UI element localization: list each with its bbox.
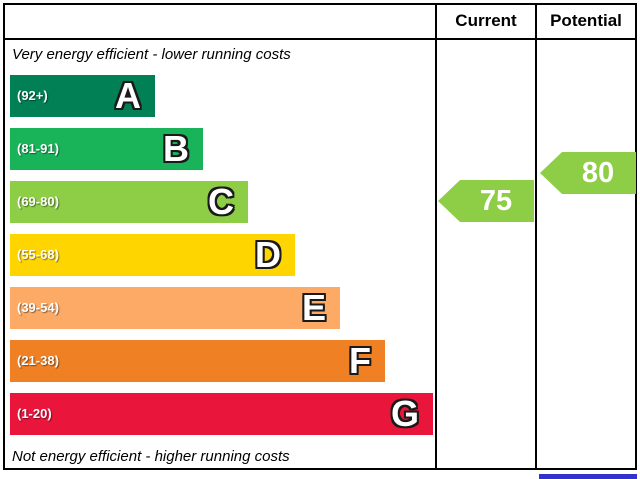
band-row: (1-20) G xyxy=(5,387,435,440)
band-row: (92+) A xyxy=(5,69,435,122)
header-current: Current xyxy=(435,5,535,40)
band-row: (81-91) B xyxy=(5,122,435,175)
band-range: (1-20) xyxy=(17,406,52,421)
band-row: (21-38) F xyxy=(5,334,435,387)
band-bar: (69-80) C xyxy=(10,180,248,223)
band-range: (39-54) xyxy=(17,300,59,315)
bottom-note: Not energy efficient - higher running co… xyxy=(12,448,290,465)
current-column xyxy=(435,40,535,468)
chart-table: Current Potential Very energy efficient … xyxy=(3,3,637,470)
bands: (92+) A (81-91) B (69-80) C xyxy=(5,69,435,440)
band-letter: D xyxy=(255,233,281,275)
band-bar: (1-20) G xyxy=(10,392,433,435)
header-potential: Potential xyxy=(535,5,635,40)
band-area: Very energy efficient - lower running co… xyxy=(5,40,435,468)
potential-column xyxy=(535,40,635,468)
band-range: (69-80) xyxy=(17,194,59,209)
band-bar: (81-91) B xyxy=(10,127,203,170)
potential-arrow: 80 xyxy=(540,152,636,194)
band-range: (21-38) xyxy=(17,353,59,368)
band-bar: (39-54) E xyxy=(10,286,340,329)
band-row: (69-80) C xyxy=(5,175,435,228)
current-arrow: 75 xyxy=(438,180,534,222)
current-rating-value: 75 xyxy=(479,184,513,217)
band-letter: C xyxy=(208,180,234,222)
potential-rating-value: 80 xyxy=(581,156,615,189)
top-note: Very energy efficient - lower running co… xyxy=(12,46,291,63)
band-bar: (92+) A xyxy=(10,74,155,117)
eu-directive-box-edge xyxy=(539,474,637,479)
band-bar: (55-68) D xyxy=(10,233,295,276)
band-letter: F xyxy=(349,339,371,381)
band-row: (39-54) E xyxy=(5,281,435,334)
band-letter: A xyxy=(115,74,141,116)
band-range: (55-68) xyxy=(17,247,59,262)
band-letter: B xyxy=(163,127,189,169)
band-letter: G xyxy=(390,392,419,434)
band-letter: E xyxy=(301,286,326,328)
band-range: (81-91) xyxy=(17,141,59,156)
band-row: (55-68) D xyxy=(5,228,435,281)
header-spacer xyxy=(5,5,435,40)
band-range: (92+) xyxy=(17,88,48,103)
band-bar: (21-38) F xyxy=(10,339,385,382)
